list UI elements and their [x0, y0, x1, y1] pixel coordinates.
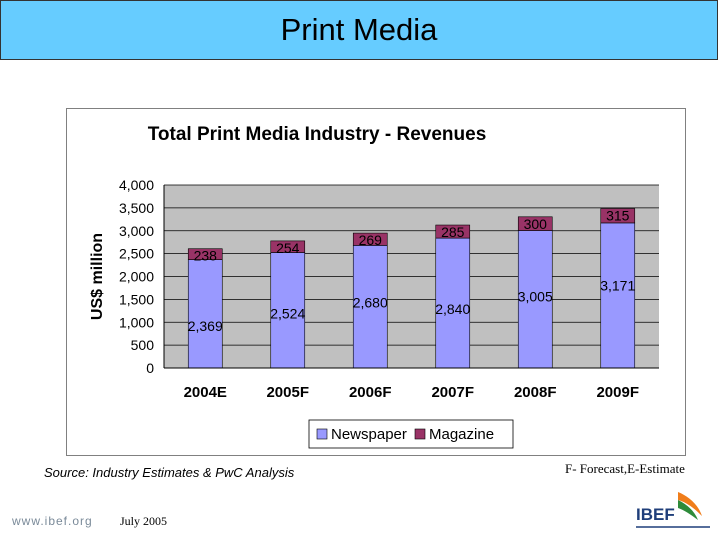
y-tick-label: 1,500 [119, 291, 154, 307]
data-label-magazine: 269 [359, 232, 383, 248]
data-label-magazine: 254 [276, 240, 300, 256]
data-label-newspaper: 3,171 [600, 277, 635, 293]
footer-date: July 2005 [120, 514, 168, 528]
bar-newspaper [600, 222, 636, 369]
y-tick-label: 3,000 [119, 223, 154, 239]
logo-wordmark: IBEF [636, 505, 675, 524]
data-label-newspaper: 2,369 [188, 318, 223, 334]
data-label-newspaper: 2,680 [353, 295, 388, 311]
data-label-magazine: 315 [606, 208, 630, 224]
data-label-magazine: 238 [194, 248, 218, 264]
x-tick-label: 2007F [431, 384, 474, 401]
y-axis-title: US$ million [89, 233, 106, 320]
x-tick-label: 2008F [514, 384, 557, 401]
y-tick-label: 3,500 [119, 200, 154, 216]
y-tick-label: 4,000 [119, 177, 154, 193]
data-label-newspaper: 3,005 [518, 288, 553, 304]
bar-newspaper [270, 252, 306, 369]
chart-frame: Total Print Media Industry - Revenues 0 50… [66, 108, 686, 456]
source-note: Source: Industry Estimates & PwC Analysi… [44, 465, 295, 480]
bar-newspaper [517, 230, 553, 369]
data-label-magazine: 300 [524, 216, 548, 232]
chart-title: Total Print Media Industry - Revenues [148, 124, 487, 145]
bar-magazine [600, 208, 636, 224]
x-tick-label: 2005F [266, 384, 309, 401]
revenue-chart: Total Print Media Industry - Revenues 0 50… [89, 124, 659, 449]
x-tick-label: 2004E [184, 384, 227, 401]
footer-url: www.ibef.org [12, 514, 93, 528]
y-tick-label: 1,000 [119, 314, 154, 330]
y-tick-label: 0 [146, 360, 154, 376]
bar-magazine [187, 248, 223, 260]
legend-label-newspaper: Newspaper [331, 426, 407, 443]
bar-magazine [517, 216, 553, 231]
y-tick-label: 500 [131, 337, 155, 353]
bar-magazine [435, 224, 471, 239]
y-tick-label: 2,500 [119, 246, 154, 262]
slide-title: Print Media [280, 12, 438, 47]
legend [308, 419, 514, 449]
bar-newspaper [187, 259, 223, 369]
data-label-magazine: 285 [441, 224, 465, 240]
ibef-logo: IBEF [636, 492, 710, 528]
data-label-newspaper: 2,840 [435, 301, 470, 317]
bar-magazine [270, 240, 306, 253]
legend-swatch-newspaper [316, 428, 328, 440]
x-tick-label: 2006F [349, 384, 392, 401]
bar-magazine [352, 232, 388, 246]
x-tick-label: 2009F [596, 384, 639, 401]
data-label-newspaper: 2,524 [270, 305, 305, 321]
legend-swatch-magazine [414, 428, 426, 440]
forecast-legend-note: F- Forecast,E-Estimate [565, 461, 685, 476]
title-bar: Print Media [0, 0, 718, 60]
y-tick-label: 2,000 [119, 269, 154, 285]
legend-label-magazine: Magazine [429, 426, 494, 443]
